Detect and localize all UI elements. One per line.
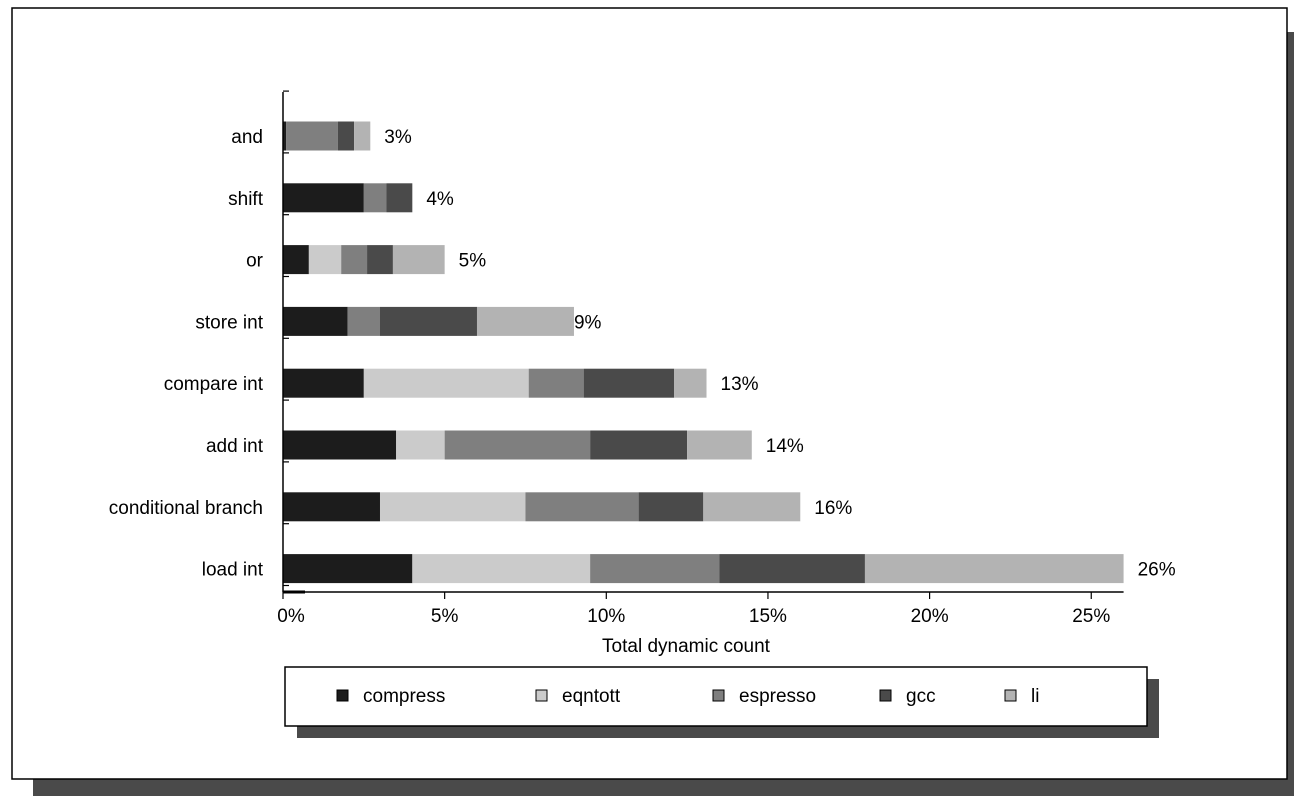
bar-load-int-eqntott bbox=[412, 554, 591, 584]
x-tick-label: 10% bbox=[587, 606, 625, 627]
category-label-store-int: store int bbox=[195, 312, 263, 333]
legend-swatch-gcc bbox=[879, 689, 892, 702]
x-tick-label: 15% bbox=[749, 606, 787, 627]
total-label-shift: 4% bbox=[426, 189, 454, 210]
x-tick-label: 5% bbox=[431, 606, 459, 627]
category-label-add-int: add int bbox=[206, 436, 264, 457]
bar-conditional-branch-compress bbox=[283, 492, 380, 522]
bar-store-int-li bbox=[476, 306, 574, 336]
legend-swatch-eqntott bbox=[535, 689, 548, 702]
total-label-compare-int: 13% bbox=[721, 374, 759, 395]
total-label-load-int: 26% bbox=[1138, 560, 1176, 581]
bar-add-int-gcc bbox=[590, 430, 688, 460]
bar-or-eqntott bbox=[308, 245, 342, 275]
legend-label-gcc: gcc bbox=[906, 686, 936, 707]
legend-label-li: li bbox=[1031, 686, 1039, 707]
bar-compare-int-espresso bbox=[528, 368, 584, 398]
total-label-or: 5% bbox=[459, 251, 487, 272]
bar-add-int-eqntott bbox=[396, 430, 445, 460]
bar-load-int-compress bbox=[283, 554, 413, 584]
bar-store-int-compress bbox=[283, 306, 348, 336]
bar-and-li bbox=[354, 121, 371, 151]
legend-swatch-li bbox=[1004, 689, 1017, 702]
bar-or-li bbox=[392, 245, 445, 275]
category-label-conditional-branch: conditional branch bbox=[109, 498, 263, 519]
bar-add-int-compress bbox=[283, 430, 397, 460]
bar-add-int-espresso bbox=[444, 430, 591, 460]
bar-and-compress bbox=[283, 121, 287, 151]
bar-or-compress bbox=[283, 245, 309, 275]
bar-shift-compress bbox=[283, 183, 364, 213]
total-label-and: 3% bbox=[384, 127, 412, 148]
bar-store-int-espresso bbox=[347, 306, 380, 336]
bar-conditional-branch-li bbox=[703, 492, 801, 522]
bar-compare-int-gcc bbox=[583, 368, 675, 398]
bar-store-int-gcc bbox=[379, 306, 477, 336]
bar-compare-int-compress bbox=[283, 368, 364, 398]
category-label-compare-int: compare int bbox=[164, 374, 264, 395]
bar-load-int-li bbox=[864, 554, 1124, 584]
x-axis-title: Total dynamic count bbox=[602, 636, 771, 657]
bar-shift-espresso bbox=[363, 183, 387, 213]
legend-swatch-espresso bbox=[712, 689, 725, 702]
bar-compare-int-eqntott bbox=[363, 368, 529, 398]
bar-conditional-branch-espresso bbox=[525, 492, 639, 522]
bar-shift-gcc bbox=[386, 183, 413, 213]
legend: compress eqntott espresso gcc li bbox=[336, 686, 1039, 707]
plot-area: 3% 4% 5% 9% 13% 14% 16% 26% bbox=[283, 121, 1176, 584]
x-tick-label: 20% bbox=[911, 606, 949, 627]
bar-or-gcc bbox=[367, 245, 393, 275]
legend-label-espresso: espresso bbox=[739, 686, 816, 707]
bar-compare-int-li bbox=[674, 368, 707, 398]
category-label-or: or bbox=[246, 251, 264, 272]
bar-load-int-gcc bbox=[719, 554, 865, 584]
category-label-and: and bbox=[231, 127, 263, 148]
bar-and-espresso bbox=[286, 121, 338, 151]
x-tick-label: 25% bbox=[1072, 606, 1110, 627]
category-label-shift: shift bbox=[228, 189, 264, 210]
category-label-load-int: load int bbox=[202, 560, 264, 581]
bar-or-espresso bbox=[341, 245, 368, 275]
legend-label-compress: compress bbox=[363, 686, 445, 707]
bar-load-int-espresso bbox=[590, 554, 720, 584]
bar-conditional-branch-gcc bbox=[638, 492, 704, 522]
total-label-store-int: 9% bbox=[574, 312, 602, 333]
total-label-add-int: 14% bbox=[766, 436, 804, 457]
bar-conditional-branch-eqntott bbox=[379, 492, 526, 522]
axes: and shift or store int compare int add int con… bbox=[109, 90, 1124, 627]
x-tick-label: 0% bbox=[277, 606, 305, 627]
total-label-conditional-branch: 16% bbox=[814, 498, 852, 519]
legend-swatch-compress bbox=[336, 689, 349, 702]
legend-label-eqntott: eqntott bbox=[562, 686, 621, 707]
bar-add-int-li bbox=[687, 430, 752, 460]
bar-and-gcc bbox=[337, 121, 355, 151]
